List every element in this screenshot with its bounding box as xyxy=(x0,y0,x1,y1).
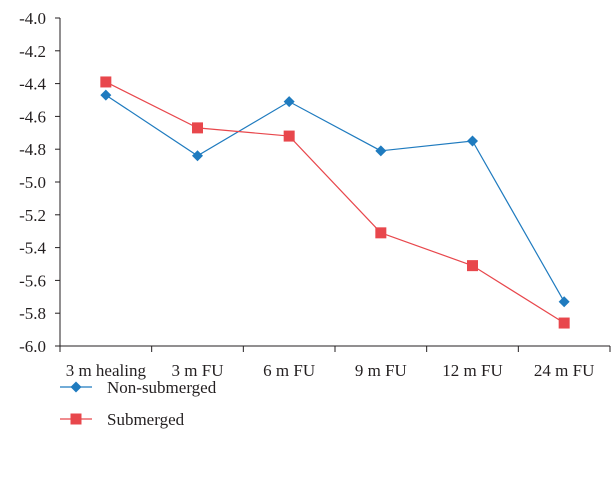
data-point-submerged xyxy=(558,317,570,329)
y-tick-label: -6.0 xyxy=(19,337,46,356)
data-point-submerged xyxy=(192,122,203,134)
data-point-submerged xyxy=(100,76,112,88)
data-point-non-submerged xyxy=(100,89,112,101)
x-tick-label: 12 m FU xyxy=(442,361,502,380)
legend-label: Submerged xyxy=(107,410,185,429)
data-point-non-submerged xyxy=(558,296,570,308)
legend: Non-submerged Submerged xyxy=(60,378,217,429)
y-tick-label: -5.0 xyxy=(19,173,46,192)
series-line-submerged xyxy=(105,81,565,324)
y-axis: -4.0 -4.2 -4.4 -4.6 -4.8 -5.0 -5.2 -5.4 -5.6 -5.8… xyxy=(19,9,61,356)
data-point-non-submerged xyxy=(467,135,478,147)
series-submerged xyxy=(100,76,570,329)
series-line-non-submerged xyxy=(105,94,565,303)
y-tick-label: -5.6 xyxy=(19,271,46,290)
data-point-submerged xyxy=(467,260,478,272)
x-tick-label: 24 m FU xyxy=(534,361,594,380)
x-tick-label: 9 m FU xyxy=(355,361,407,380)
data-point-non-submerged xyxy=(192,150,203,162)
legend-marker xyxy=(70,381,82,393)
y-tick-label: -4.6 xyxy=(19,107,46,126)
y-tick-label: -4.0 xyxy=(19,9,46,28)
legend-item-non-submerged: Non-submerged xyxy=(60,378,217,397)
legend-marker xyxy=(70,413,82,425)
x-axis: 3 m healing 3 m FU 6 m FU 9 m FU 12 m FU 24 m… xyxy=(59,345,611,380)
data-point-submerged xyxy=(283,130,295,142)
y-tick-label: -4.2 xyxy=(19,42,46,61)
y-tick-label: -5.2 xyxy=(19,206,46,225)
data-point-submerged xyxy=(375,227,387,239)
legend-item-submerged: Submerged xyxy=(60,410,185,429)
series-layer xyxy=(100,76,570,329)
y-tick-label: -5.4 xyxy=(19,239,46,258)
y-tick-label: -4.8 xyxy=(19,140,46,159)
legend-label: Non-submerged xyxy=(107,378,217,397)
y-tick-label: -4.4 xyxy=(19,75,46,94)
series-non-submerged xyxy=(100,89,570,308)
y-tick-label: -5.8 xyxy=(19,304,46,323)
x-tick-label: 3 m FU xyxy=(172,361,224,380)
data-point-non-submerged xyxy=(283,96,295,108)
data-point-non-submerged xyxy=(375,145,387,157)
x-tick-label: 3 m healing xyxy=(66,361,147,380)
x-tick-label: 6 m FU xyxy=(263,361,315,380)
